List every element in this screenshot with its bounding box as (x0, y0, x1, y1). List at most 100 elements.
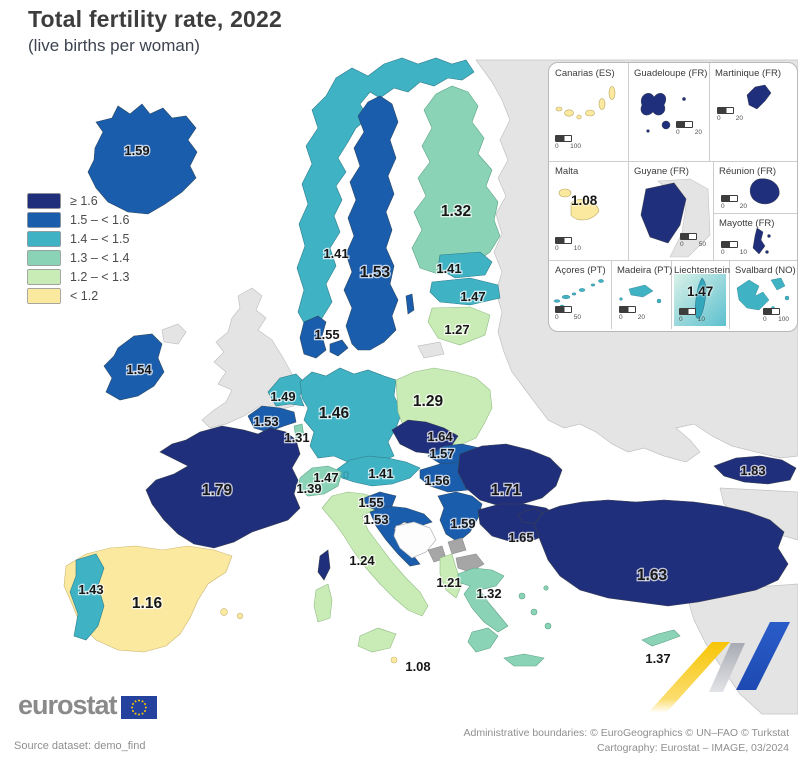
label-poland-value: 1.29 (413, 393, 444, 410)
legend: ≥ 1.6 1.5 – < 1.6 1.4 – < 1.5 1.3 – < 1.… (27, 191, 129, 305)
legend-swatch (27, 268, 61, 285)
credit-boundaries: Administrative boundaries: © EuroGeograp… (463, 727, 789, 739)
island-aegean-3 (544, 622, 552, 630)
panel-divider (549, 260, 797, 261)
inset-reunion-map (749, 178, 780, 205)
inset-mayotte-scalebar: 0 10 (721, 241, 751, 256)
overseas-inset-panel: Canarias (ES) 0 100 Guadeloupe (FR) (548, 62, 798, 332)
page-subtitle: (live births per woman) (28, 36, 200, 55)
inset-mayotte-map (752, 227, 771, 255)
legend-item: < 1.2 (27, 286, 129, 305)
country-bosnia-nodata (393, 521, 437, 559)
legend-swatch (27, 211, 61, 228)
label-romania-value: 1.71 (491, 482, 522, 499)
legend-swatch (27, 230, 61, 247)
country-estonia (437, 251, 493, 279)
legend-swatch (27, 192, 61, 209)
label-turkey-value: 1.63 (637, 567, 668, 584)
legend-label: 1.3 – < 1.4 (70, 250, 130, 265)
inset-madeira-label: Madeira (PT) (617, 265, 673, 276)
label-latvia-value: 1.47 (460, 289, 485, 304)
country-liechtenstein (343, 471, 349, 479)
inset-martinique-scalebar: 0 20 (717, 107, 747, 122)
island-cyprus (641, 629, 681, 647)
country-sweden (343, 95, 399, 351)
island-gotland (405, 293, 415, 315)
inset-guyane: Guyane (FR) 0 50 (628, 161, 713, 260)
panel-divider (729, 260, 730, 329)
inset-acores-scalebar: 0 50 (555, 306, 585, 321)
inset-malta-map (558, 188, 600, 221)
label-germany-value: 1.46 (319, 405, 350, 422)
label-ireland-value: 1.54 (126, 362, 152, 377)
country-serbia (437, 491, 483, 543)
country-luxembourg (293, 423, 305, 439)
panel-divider (549, 161, 797, 162)
image-ribbon-decoration (648, 622, 790, 713)
label-denmark-value: 1.55 (314, 327, 339, 342)
country-germany (299, 367, 403, 463)
inset-liechtenstein-scalebar: 0 10 (679, 308, 709, 323)
label-france-value: 1.79 (202, 482, 233, 499)
inset-acores: Açores (PT) 0 50 (549, 260, 611, 329)
label-norway-value: 1.41 (323, 246, 348, 261)
inset-svalbard-label: Svalbard (NO) (735, 265, 796, 276)
label-serbia-value: 1.59 (450, 516, 475, 531)
country-netherlands (267, 373, 305, 407)
island-sardinia (313, 583, 333, 623)
label-luxembourg-value: 1.31 (284, 430, 309, 445)
country-turkey (533, 499, 789, 607)
legend-label: 1.2 – < 1.3 (70, 269, 130, 284)
inset-canarias-scalebar: 0 100 (555, 135, 585, 150)
inset-guyane-scalebar: 0 50 (680, 233, 710, 248)
label-georgia-value: 1.83 (740, 463, 765, 478)
eurostat-logo-text: eurostat (18, 690, 118, 720)
label-lithuania-value: 1.27 (444, 322, 469, 337)
inset-reunion-scalebar: 0 20 (721, 195, 751, 210)
country-slovenia (363, 491, 397, 511)
country-iceland (87, 103, 198, 215)
country-romania (457, 443, 563, 507)
country-uk-nodata (201, 287, 301, 429)
inset-mayotte-label: Mayotte (FR) (719, 218, 775, 229)
source-dataset-note: Source dataset: demo_find (14, 740, 146, 752)
inset-acores-label: Açores (PT) (555, 265, 606, 276)
island-corsica (317, 549, 331, 581)
country-lithuania (427, 306, 491, 346)
label-croatia-value: 1.53 (363, 512, 388, 527)
country-czechia (391, 419, 459, 455)
inset-guyane-map (640, 178, 711, 258)
inset-guadeloupe: Guadeloupe (FR) 0 20 (628, 63, 709, 161)
inset-liechtenstein: Liechtenstein 1.47 0 10 (671, 260, 730, 329)
legend-item: 1.3 – < 1.4 (27, 248, 129, 267)
country-northern-ireland-nodata (161, 323, 187, 345)
label-czechia-value: 1.64 (427, 429, 453, 444)
eurostat-logo: eurostat (18, 690, 157, 721)
inset-svalbard: Svalbard (NO) 0 100 (729, 260, 797, 329)
legend-label: 1.5 – < 1.6 (70, 212, 130, 227)
label-hungary-value: 1.56 (424, 473, 449, 488)
island-aegean-1 (518, 592, 526, 600)
inset-reunion: Réunion (FR) 0 20 (713, 161, 797, 213)
legend-label: 1.4 – < 1.5 (70, 231, 130, 246)
legend-item: ≥ 1.6 (27, 191, 129, 210)
label-slovenia-value: 1.55 (358, 495, 383, 510)
credit-cartography: Cartography: Eurostat – IMAGE, 03/2024 (596, 742, 789, 754)
inset-malta-value: 1.08 (571, 193, 598, 208)
island-menorca (236, 612, 244, 620)
country-greece (457, 567, 509, 633)
label-portugal-value: 1.43 (78, 582, 103, 597)
country-kosovo-nodata (447, 537, 467, 555)
inset-liechtenstein-value: 1.47 (687, 284, 714, 299)
country-north-macedonia-nodata (455, 553, 485, 573)
inset-canarias-label: Canarias (ES) (555, 68, 615, 79)
legend-swatch (27, 249, 61, 266)
label-sweden-value: 1.53 (360, 264, 391, 281)
legend-item: 1.2 – < 1.3 (27, 267, 129, 286)
page-title: Total fertility rate, 2022 (28, 6, 283, 32)
label-switzerland-value: 1.39 (296, 481, 321, 496)
inset-malta: Malta 1.08 0 10 (549, 161, 628, 260)
panel-divider (628, 63, 629, 260)
panel-divider (709, 63, 710, 161)
